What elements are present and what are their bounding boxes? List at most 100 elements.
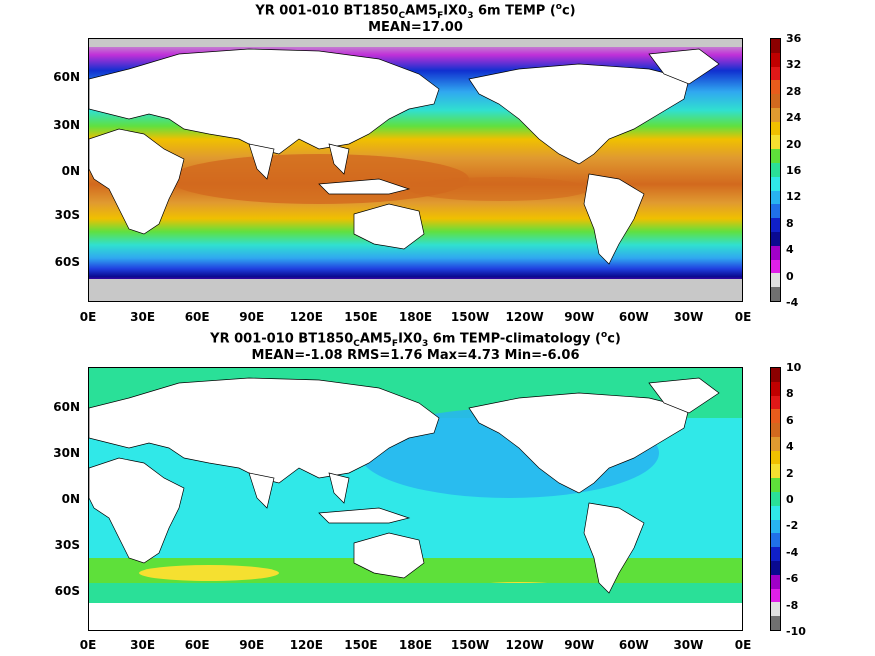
colorbar-swatch [771,423,780,437]
lon-label: 60E [184,310,210,324]
panel-1-map [88,38,743,302]
lat-label-0n: 0N [61,164,80,178]
colorbar-swatch [771,588,780,603]
sst-anomaly-map-2 [89,368,742,630]
colorbar-tick-label: 0 [786,493,794,506]
colorbar-swatch [771,478,780,493]
colorbar-swatch [771,245,780,260]
colorbar-swatch [771,107,780,122]
colorbar-tick-label: 0 [786,269,794,283]
colorbar-swatch [771,547,780,561]
lon-label: 30W [673,638,704,652]
lon-label: 120E [289,638,323,652]
colorbar-swatch [771,52,780,67]
colorbar-2 [770,367,781,631]
lon-label: 0E [79,310,97,324]
colorbar-swatch [771,176,780,191]
colorbar-tick-label: -8 [786,598,799,612]
lon-label: 60W [618,638,649,652]
colorbar-tick-label: 4 [786,440,794,454]
panel-2-map [88,367,743,631]
colorbar-swatch [771,121,780,136]
colorbar-swatch [771,80,780,95]
colorbar-swatch [771,492,780,506]
colorbar-swatch [771,519,780,534]
colorbar-tick-label: 20 [786,137,802,151]
colorbar-swatch [771,149,780,164]
lon-label: 150W [450,638,490,652]
colorbar-swatch [771,66,780,81]
colorbar-swatch [771,533,780,548]
lat-label-30s-2: 30S [54,538,80,552]
lon-label: 90E [239,310,265,324]
lon-label: 0E [79,638,97,652]
lon-label: 90W [564,310,595,324]
colorbar-tick-label: 28 [786,84,802,98]
lon-label: 60E [184,638,210,652]
lon-label: 0E [734,310,752,324]
lon-label: 30W [673,310,704,324]
colorbar-tick-label: 12 [786,190,802,204]
sst-map-1 [89,39,742,301]
colorbar-swatch [771,190,780,205]
colorbar-swatch [771,39,780,53]
lon-label: 150E [344,310,378,324]
colorbar-swatch [771,231,780,246]
lon-label: 120W [505,638,544,652]
colorbar-tick-label: 8 [786,216,794,230]
colorbar-tick-label: 6 [786,413,794,427]
colorbar-swatch [771,409,780,424]
lon-label: 60W [618,310,649,324]
colorbar-swatch [771,560,780,575]
colorbar-swatch [771,368,780,382]
colorbar-tick-label: 24 [786,111,802,125]
lon-label: 90E [239,638,265,652]
colorbar-tick-label: -4 [786,545,799,559]
lon-label: 0E [734,638,752,652]
lon-label: 120E [289,310,323,324]
colorbar-swatch [771,574,780,589]
lat-label-60n: 60N [53,70,80,84]
colorbar-swatch [771,287,780,301]
colorbar-swatch [771,464,780,479]
colorbar-tick-label: -2 [786,519,799,533]
colorbar-swatch [771,259,780,274]
lon-label: 180E [398,638,433,652]
colorbar-swatch [771,163,780,177]
colorbar-tick-label: 8 [786,387,794,401]
lat-label-60s: 60S [54,255,80,269]
colorbar-tick-label: 32 [786,58,802,72]
colorbar-tick-label: -4 [786,296,799,309]
panel-1-title: YR 001-010 BT1850CAM5FIX03 6m TEMP (oc) [255,2,576,21]
colorbar-swatch [771,505,780,520]
lat-label-0n-2: 0N [61,492,80,506]
lon-label: 90W [564,638,595,652]
lat-label-30n-2: 30N [53,446,80,460]
colorbar-swatch [771,602,780,617]
lon-label: 150E [344,638,378,652]
lon-label: 30E [130,310,156,324]
lon-label: 30E [130,638,156,652]
colorbar-swatch [771,94,780,108]
colorbar-swatch [771,273,780,288]
colorbar-swatch [771,135,780,150]
lat-label-60n-2: 60N [53,400,80,414]
colorbar-swatch [771,450,780,465]
lon-label: 150W [450,310,490,324]
colorbar-swatch [771,436,780,451]
lat-label-60s-2: 60S [54,584,80,598]
colorbar-swatch [771,395,780,410]
colorbar-swatch [771,204,780,219]
lon-label: 120W [505,310,544,324]
colorbar-tick-label: -10 [786,625,806,638]
colorbar-tick-label: 10 [786,361,802,374]
lat-label-30s: 30S [54,208,80,222]
colorbar-swatch [771,218,780,232]
colorbar-1 [770,38,781,302]
colorbar-tick-label: -6 [786,572,799,586]
colorbar-tick-label: 4 [786,243,794,257]
colorbar-swatch [771,381,780,396]
colorbar-tick-label: 16 [786,164,802,177]
lon-label: 180E [398,310,433,324]
panel-2-title: YR 001-010 BT1850CAM5FIX03 6m TEMP-clima… [210,330,621,349]
